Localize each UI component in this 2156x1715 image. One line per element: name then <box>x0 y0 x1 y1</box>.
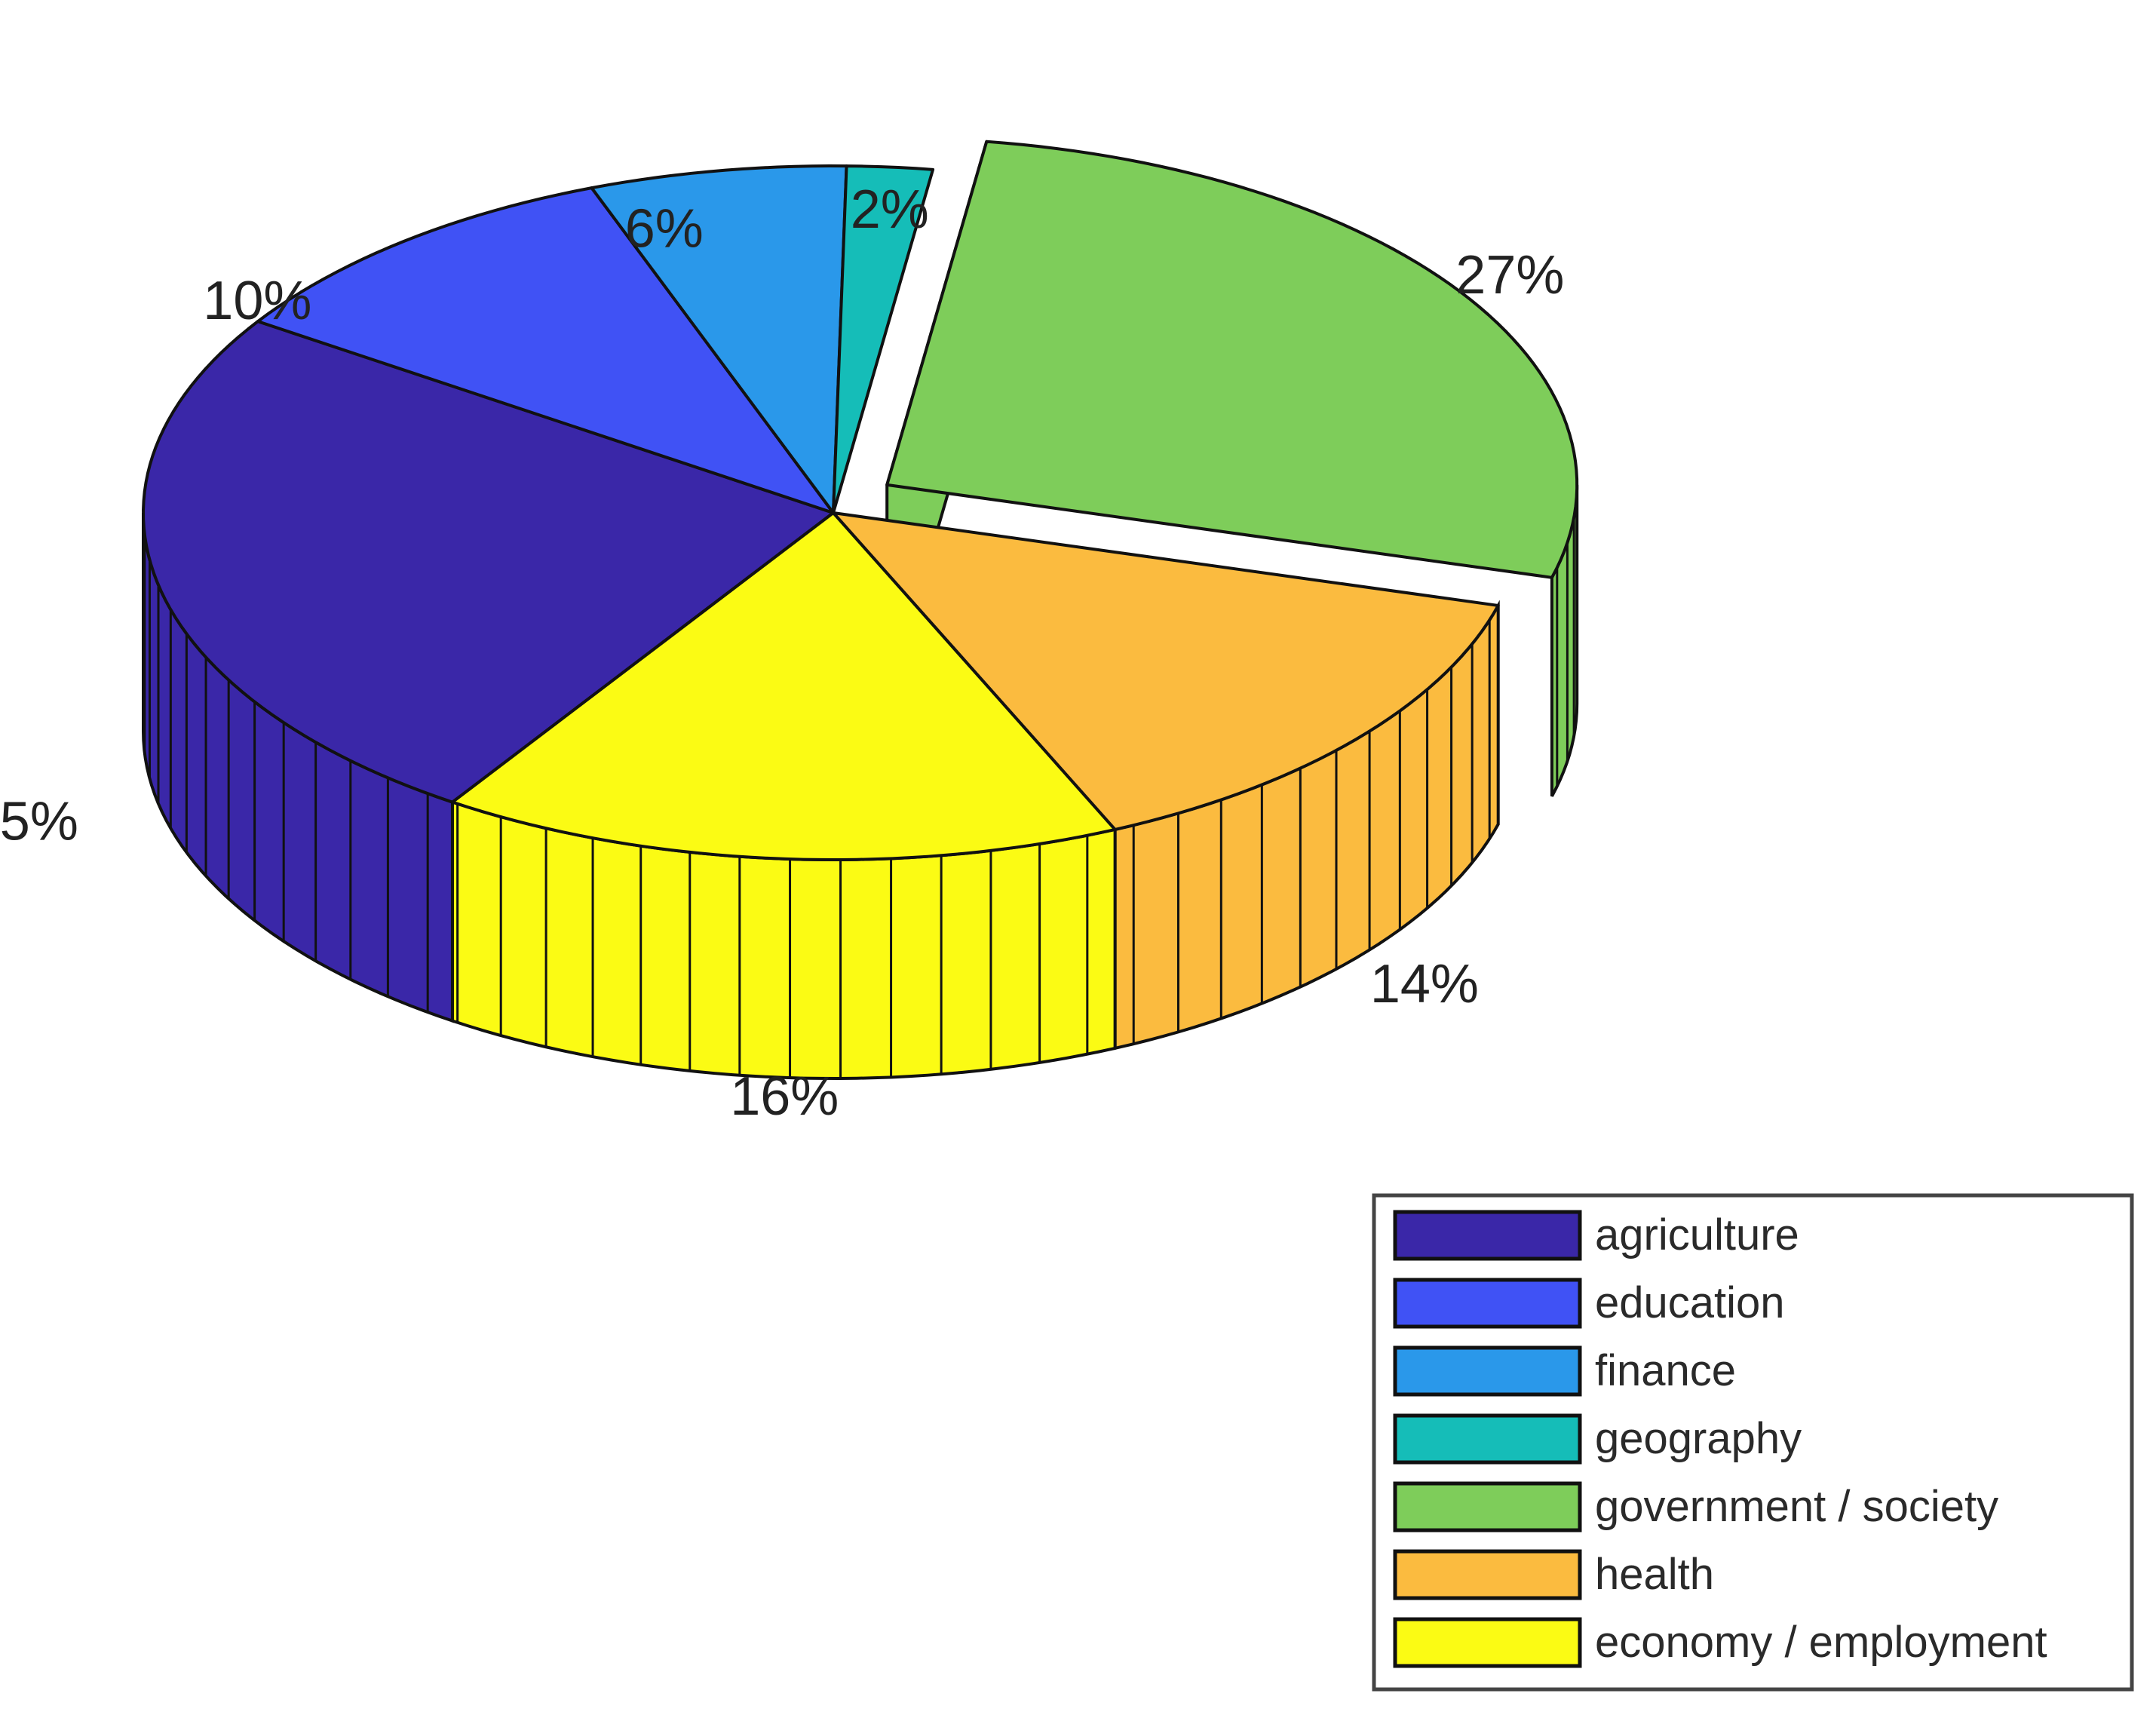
legend-swatch-education <box>1393 1278 1582 1329</box>
pie-slice-education <box>256 186 835 514</box>
pie-percent-labels: 25% 10% 6% 2% 27% 14% 16% <box>0 179 1564 1127</box>
legend-swatch-government-society <box>1393 1481 1582 1532</box>
pie-slice-geography <box>832 164 935 514</box>
pie-slice-government-society <box>885 140 1579 579</box>
legend: agriculture education finance geography gove… <box>1372 1193 2134 1692</box>
pie-label-finance: 6% <box>625 199 704 259</box>
pie-label-geography: 2% <box>851 179 929 240</box>
legend-label-agriculture: agriculture <box>1595 1210 1799 1259</box>
legend-label-government-society: government / society <box>1595 1482 1998 1531</box>
pie-label-education: 10% <box>203 271 311 331</box>
legend-swatch-health <box>1393 1549 1582 1600</box>
pie-slice-agriculture <box>142 320 835 804</box>
pie-label-government-society: 27% <box>1455 245 1564 305</box>
pie-top-faces <box>142 140 1579 861</box>
pie-label-health: 14% <box>1370 954 1479 1014</box>
legend-swatch-agriculture <box>1393 1210 1582 1261</box>
pie-label-economy-employment: 16% <box>730 1066 839 1127</box>
legend-swatch-economy-employment <box>1393 1617 1582 1668</box>
legend-label-health: health <box>1595 1550 1714 1599</box>
pie-slice-finance <box>590 164 848 514</box>
pie-slice-health <box>832 511 1500 831</box>
legend-label-geography: geography <box>1595 1414 1802 1463</box>
pie-label-agriculture: 25% <box>0 792 78 852</box>
pie-slice-economy-employment <box>450 511 1117 861</box>
legend-label-finance: finance <box>1595 1346 1736 1395</box>
legend-swatch-finance <box>1393 1345 1582 1397</box>
legend-label-education: education <box>1595 1278 1785 1327</box>
legend-label-economy-employment: economy / employment <box>1595 1618 2047 1667</box>
legend-swatch-geography <box>1393 1413 1582 1465</box>
